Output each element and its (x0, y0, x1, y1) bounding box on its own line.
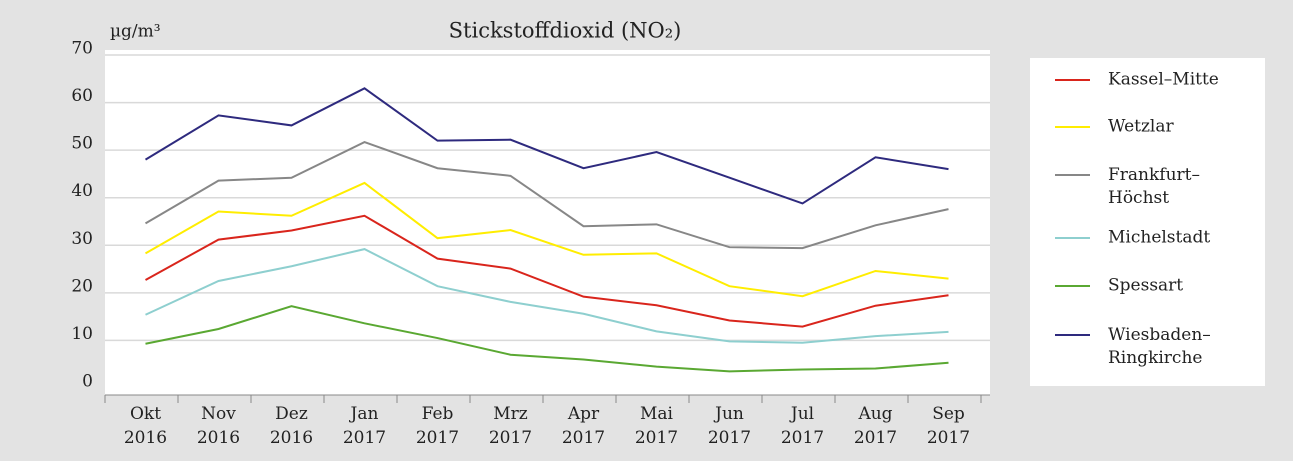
y-tick-label: 0 (82, 372, 93, 392)
x-tick-label: Sep 2017 (927, 404, 970, 448)
y-tick-label: 30 (71, 229, 93, 249)
series-line (145, 214, 949, 328)
x-tick-label: Mrz 2017 (489, 404, 532, 448)
legend-label: Michelstadt (1108, 228, 1210, 248)
x-tick-label: Okt 2016 (124, 404, 167, 448)
x-tick-label: Aug 2017 (854, 404, 897, 448)
legend-label: Frankfurt– Höchst (1108, 165, 1200, 208)
x-tick-label: Nov 2016 (197, 404, 240, 448)
legend-label: Kassel–Mitte (1108, 70, 1219, 90)
y-tick-label: 40 (71, 181, 93, 201)
series-line (145, 181, 949, 298)
x-tick-label: Dez 2016 (270, 404, 313, 448)
plot-area (105, 50, 990, 395)
series-line (145, 248, 949, 344)
legend-box (1030, 58, 1265, 386)
y-tick-label: 50 (71, 134, 93, 154)
x-tick-label: Mai 2017 (635, 404, 678, 448)
x-tick-label: Feb 2017 (416, 404, 459, 448)
y-tick-label: 70 (71, 39, 93, 59)
y-tick-label: 20 (71, 276, 93, 296)
legend-label: Wiesbaden– Ringkirche (1108, 325, 1211, 368)
x-tick-label: Jun 2017 (708, 404, 751, 448)
series-line (145, 305, 949, 373)
series-line (144, 140, 949, 250)
y-tick-label: 10 (71, 324, 93, 344)
series-line (144, 87, 949, 205)
legend-label: Wetzlar (1108, 117, 1175, 137)
x-tick-label: Jul 2017 (781, 404, 824, 448)
x-tick-label: Apr 2017 (562, 404, 605, 448)
y-tick-label: 60 (71, 86, 93, 106)
legend-label: Spessart (1108, 276, 1183, 296)
chart-title: Stickstoffdioxid (NO₂) (449, 19, 682, 43)
y-axis-label: µg/m³ (110, 22, 161, 42)
x-tick-label: Jan 2017 (343, 404, 386, 448)
